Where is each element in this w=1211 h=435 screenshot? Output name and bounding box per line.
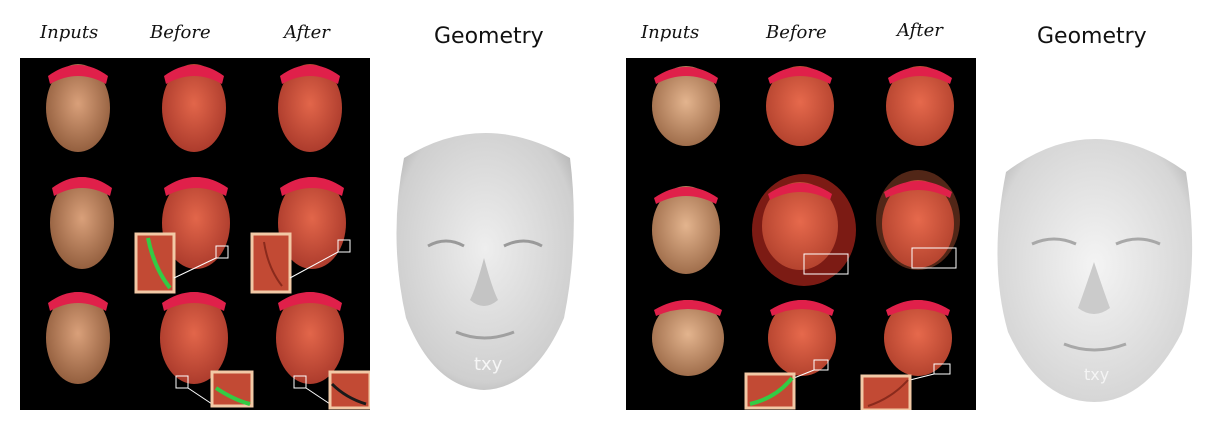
left-row1-after-face xyxy=(278,64,342,152)
left-row1-input-face xyxy=(46,64,110,152)
label-after-right: After xyxy=(897,20,943,41)
right-row1-after-face xyxy=(886,66,954,146)
left-row3-before-zoom-inset xyxy=(175,370,254,408)
right-row3-after-zoom-inset xyxy=(860,363,951,410)
left-face-grid-svg xyxy=(46,64,370,410)
left-row3-after-face xyxy=(276,292,344,384)
left-row1-before-face xyxy=(162,64,226,152)
right-row2-before-face xyxy=(752,174,856,286)
label-inputs-right: Inputs xyxy=(641,22,700,43)
label-geometry-right: Geometry xyxy=(1037,24,1147,49)
right-face-grid-svg xyxy=(652,66,960,410)
left-row3-input-face xyxy=(46,292,110,384)
left-after-zoom-inset xyxy=(250,232,351,294)
right-row3-before-zoom-inset xyxy=(744,359,829,410)
right-row2-input-face xyxy=(652,186,720,274)
left-row2-input-face xyxy=(50,177,114,269)
right-row3-input-face xyxy=(652,300,724,376)
left-mesh-svg: txy xyxy=(396,133,574,390)
right-row2-after-face xyxy=(876,170,960,270)
left-row3-after-zoom-inset xyxy=(293,370,370,410)
label-geometry-left: Geometry xyxy=(434,24,544,49)
left-geometry-mesh: txy xyxy=(384,118,584,394)
right-row3-before-face xyxy=(768,300,836,376)
label-after-left: After xyxy=(284,22,330,43)
right-row3-after-face xyxy=(884,300,952,376)
left-row2-after-face xyxy=(278,177,346,269)
right-mesh-svg: txy xyxy=(997,139,1193,402)
right-watermark: txy xyxy=(1084,365,1109,384)
label-before-right: Before xyxy=(766,22,827,43)
label-inputs-left: Inputs xyxy=(40,22,99,43)
left-row3-before-face xyxy=(160,292,228,384)
left-face-grid xyxy=(20,58,370,410)
left-row2-before-face xyxy=(162,177,230,269)
right-face-grid xyxy=(626,58,976,410)
right-geometry-mesh: txy xyxy=(986,112,1202,404)
label-before-left: Before xyxy=(150,22,211,43)
right-row1-before-face xyxy=(766,66,834,146)
right-row1-input-face xyxy=(652,66,720,146)
left-watermark: txy xyxy=(474,354,503,375)
left-before-zoom-inset xyxy=(134,232,229,294)
